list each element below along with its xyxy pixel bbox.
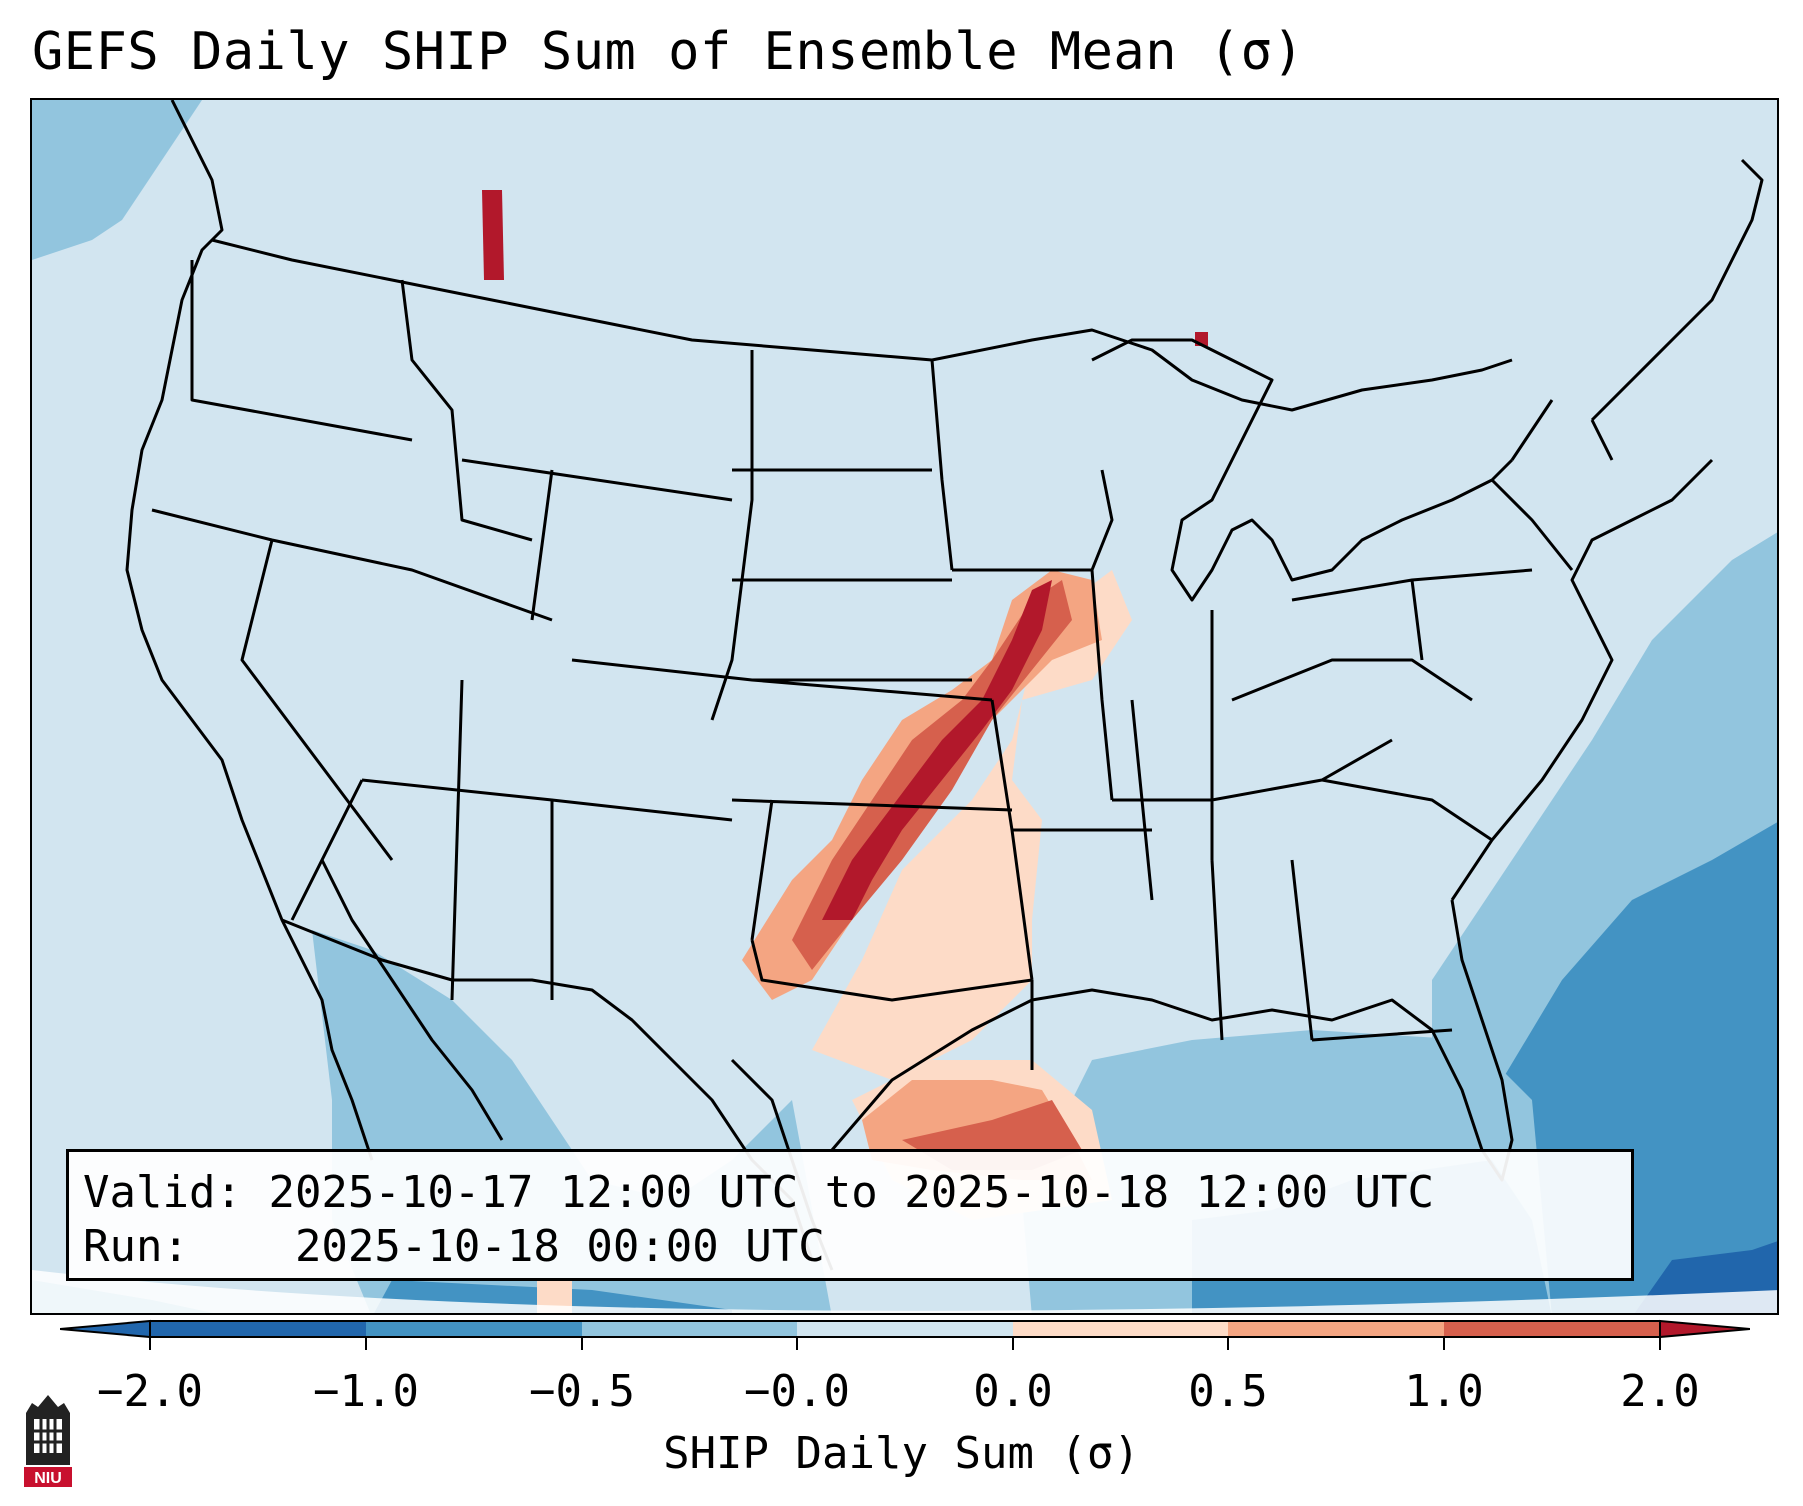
state-border-midwest [1090, 569, 1393, 860]
colorbar-tick-label: 2.0 [1620, 1366, 1700, 1417]
colorbar-tick-label: −0.5 [529, 1366, 635, 1417]
state-border-id-mt [400, 279, 533, 542]
coastline-west [125, 100, 374, 1161]
svg-text:NIU: NIU [34, 1470, 62, 1487]
state-border-northeast [1490, 399, 1614, 571]
state-border-nd-sd-ne [710, 350, 972, 721]
plains-light-red [812, 570, 1132, 1080]
border-us-canada [211, 238, 1513, 412]
valid-label: Valid: [83, 1167, 242, 1218]
run-label: Run: [83, 1221, 189, 1272]
state-border-southeast [1210, 778, 1493, 1042]
valid-time: 2025-10-17 12:00 UTC to 2025-10-18 12:00… [268, 1167, 1435, 1218]
coastline-baja-gulf [320, 859, 504, 1141]
state-border-appalachia [1231, 568, 1533, 702]
pacific-blue-nw [32, 100, 202, 260]
colorbar [60, 1319, 1750, 1350]
colorbar-segment [1013, 1321, 1228, 1337]
colorbar-extend-high [1659, 1319, 1750, 1339]
valid-run-box: Valid: 2025-10-17 12:00 UTC to 2025-10-1… [66, 1149, 1634, 1281]
colorbar-tick-label: 0.5 [1188, 1366, 1268, 1417]
colorbar-segment [582, 1321, 797, 1337]
state-border-ks-ok [571, 658, 1013, 941]
colorbar-tick-label: −0.0 [744, 1366, 850, 1417]
colorbar-label: SHIP Daily Sum (σ) [663, 1428, 1140, 1479]
state-border-southwest [290, 679, 733, 1001]
colorbar-outline [149, 1320, 1661, 1338]
coastline-canada-east [1590, 158, 1764, 422]
mexico-light-red [537, 1280, 572, 1313]
state-border-or-ca-nv [151, 508, 553, 861]
colorbar-tick-label: 1.0 [1404, 1366, 1484, 1417]
colorbar-segment [1228, 1321, 1444, 1337]
niu-logo: NIU [24, 1395, 72, 1487]
colorbar-extend-low [60, 1319, 151, 1339]
map-canvas [32, 100, 1777, 1313]
great-lakes [1091, 338, 1514, 602]
map-panel [30, 98, 1779, 1315]
coastline-east [1450, 458, 1714, 901]
state-border-mn-ia [930, 359, 1114, 572]
alberta-red [482, 190, 504, 280]
colorbar-tick-label: 0.0 [973, 1366, 1053, 1417]
ship-field-layer [32, 100, 1777, 1313]
state-border-mt-wy [461, 458, 733, 621]
colorbar-tick-label: −1.0 [313, 1366, 419, 1417]
colorbar-segment [366, 1321, 582, 1337]
map-title: GEFS Daily SHIP Sum of Ensemble Mean (σ) [32, 22, 1305, 82]
state-border-wa-or [190, 260, 413, 442]
run-time: 2025-10-18 00:00 UTC [294, 1221, 825, 1272]
colorbar-segment [1444, 1321, 1660, 1337]
projection-edge [32, 1270, 1777, 1313]
colorbar-tick-label: −2.0 [97, 1366, 203, 1417]
colorbar-segment [150, 1321, 366, 1337]
state-border-tx [750, 939, 1034, 1070]
colorbar-segment [797, 1321, 1013, 1337]
plains-darkest-red [822, 580, 1052, 920]
